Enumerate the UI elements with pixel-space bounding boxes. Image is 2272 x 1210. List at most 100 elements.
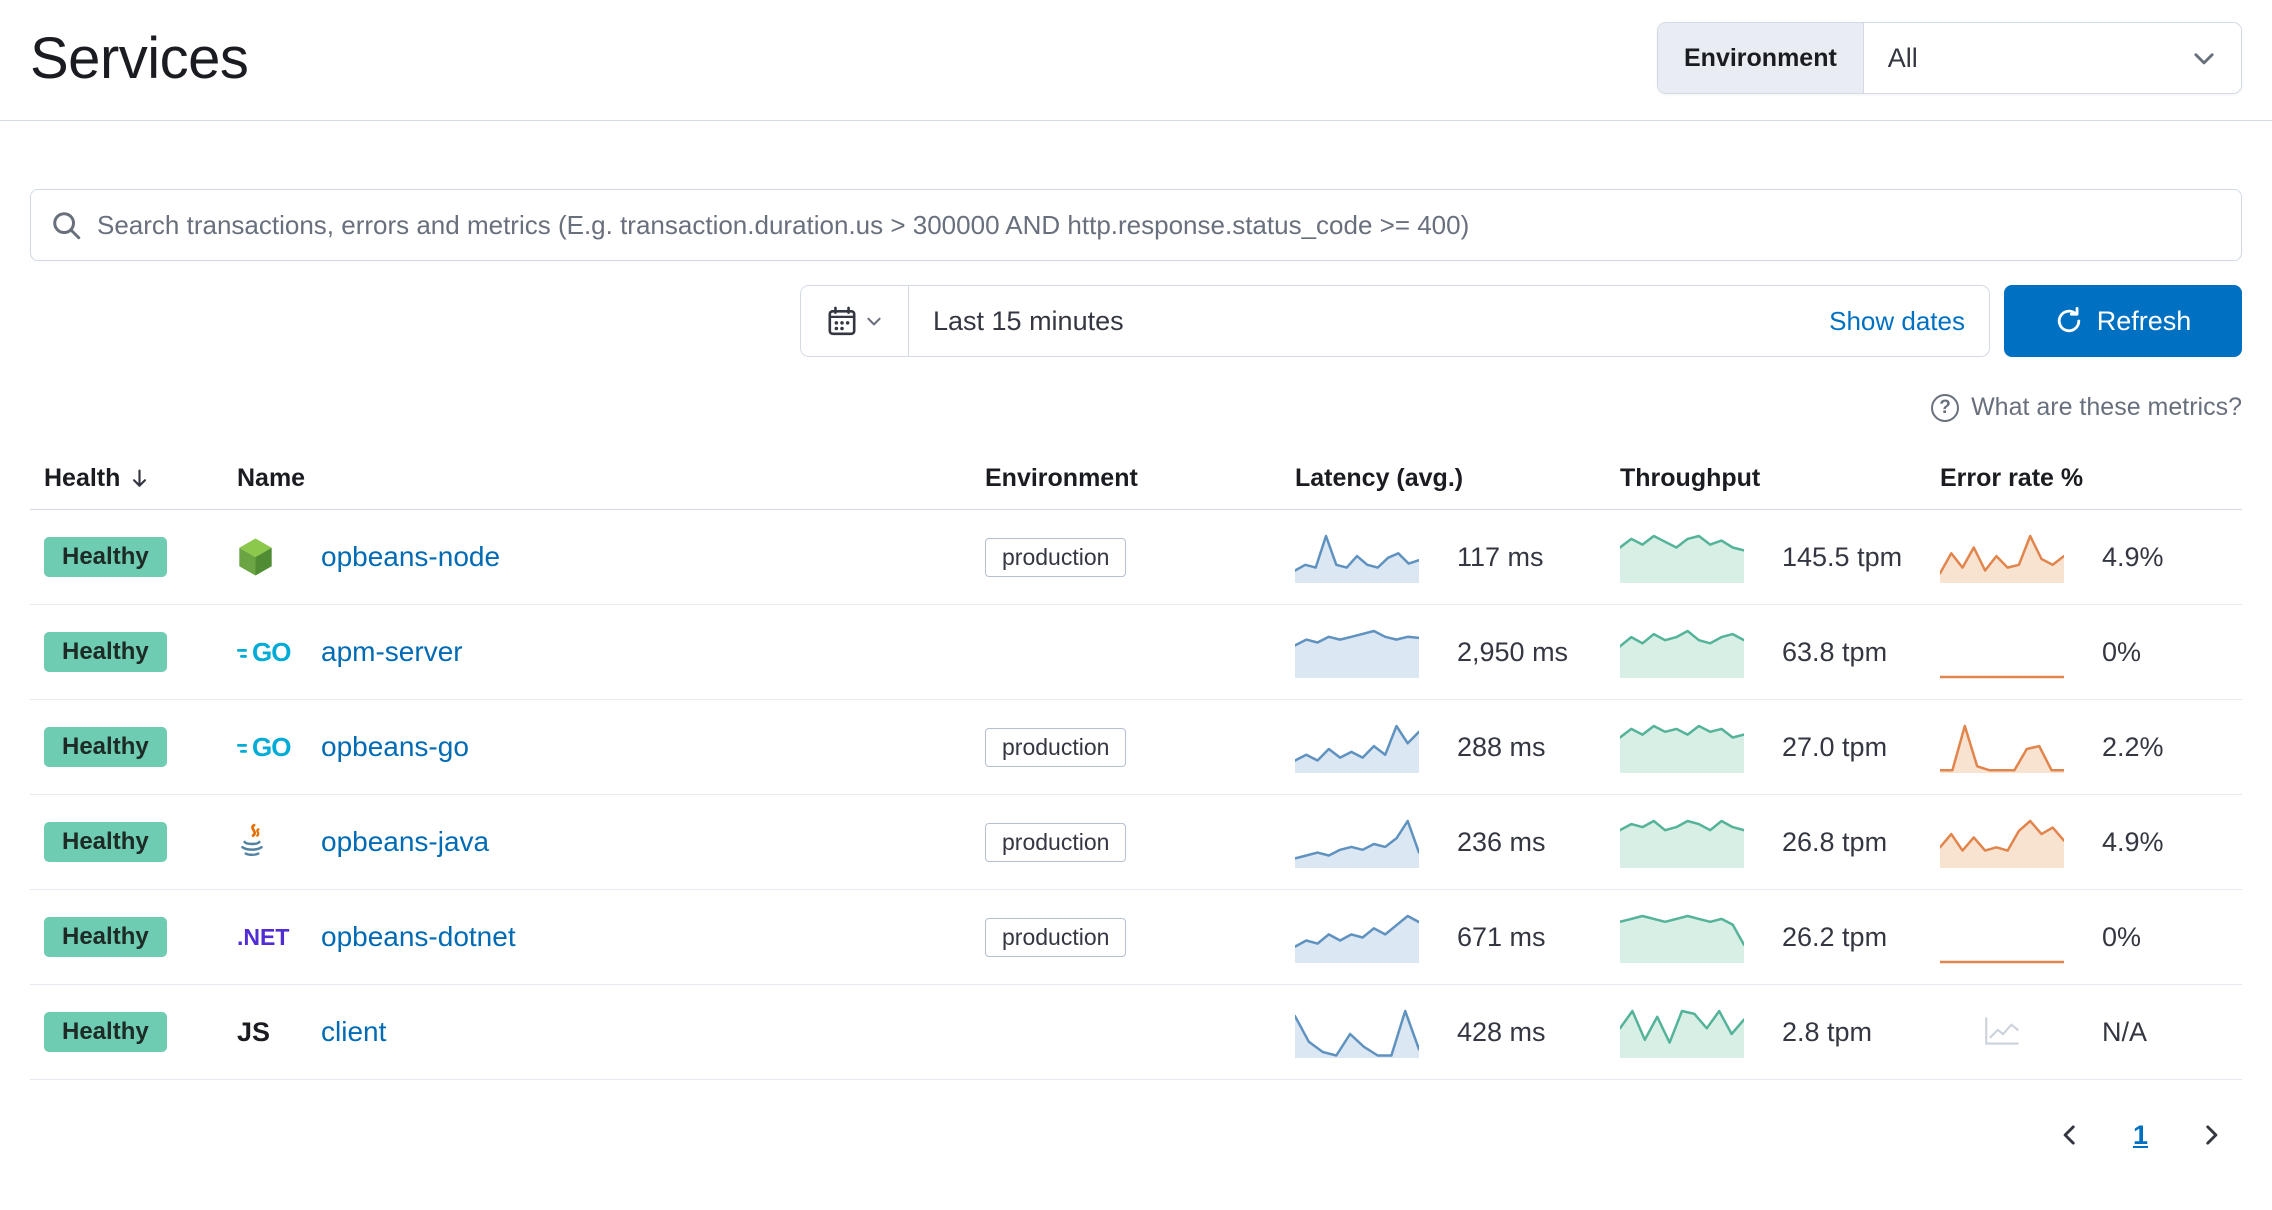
search-icon [51,210,81,240]
health-badge: Healthy [44,822,167,862]
refresh-icon [2055,307,2083,335]
column-header-health-label: Health [44,464,121,492]
service-link[interactable]: opbeans-go [321,731,469,762]
health-badge: Healthy [44,917,167,957]
latency-value: 288 ms [1457,731,1546,762]
environment-badge: production [985,537,1127,577]
throughput-sparkline [1620,1005,1744,1059]
table-row: Healthy JS client 428 ms 2.8 tpm N/A [30,985,2242,1080]
chevron-down-icon [865,312,883,330]
table-row: Healthy GO apm-server 2,950 ms 63.8 tpm … [30,605,2242,700]
chevron-down-icon [2191,45,2217,71]
throughput-value: 145.5 tpm [1782,541,1903,572]
error-rate-sparkline [1940,1005,2064,1059]
error-rate-value: 4.9% [2102,541,2164,572]
throughput-value: 2.8 tpm [1782,1016,1873,1047]
search-input[interactable] [97,209,2221,241]
sort-descending-icon [128,467,151,490]
show-dates-link[interactable]: Show dates [1829,305,1965,336]
previous-page-button[interactable] [2053,1118,2087,1152]
latency-sparkline [1295,530,1419,584]
throughput-value: 63.8 tpm [1782,636,1888,667]
services-table-body: Healthy opbeans-node production 117 ms 1… [30,510,2242,1080]
js-icon: JS [237,1016,271,1047]
error-rate-value: N/A [2102,1016,2148,1047]
error-rate-value: 0% [2102,921,2142,952]
page-header: Services Environment All [0,0,2272,120]
search-bar [30,189,2242,261]
environment-filter-value: All [1887,42,1918,73]
latency-sparkline [1295,1005,1419,1059]
environment-filter: Environment All [1657,22,2242,94]
throughput-value: 26.2 tpm [1782,921,1888,952]
environment-badge: production [985,727,1127,767]
refresh-label: Refresh [2096,305,2192,336]
go-icon: GO [237,732,303,763]
refresh-button[interactable]: Refresh [2004,285,2242,357]
time-range[interactable]: Last 15 minutes Show dates [909,286,1989,356]
time-range-value: Last 15 minutes [933,305,1124,336]
metrics-help-row: ? What are these metrics? [0,357,2272,422]
column-header-error-rate[interactable]: Error rate % [1940,464,2084,492]
service-link[interactable]: apm-server [321,636,463,667]
throughput-sparkline [1620,530,1744,584]
error-rate-value: 0% [2102,636,2142,667]
throughput-sparkline [1620,625,1744,679]
throughput-value: 27.0 tpm [1782,731,1888,762]
error-rate-sparkline [1940,530,2064,584]
latency-value: 236 ms [1457,826,1546,857]
throughput-sparkline [1620,910,1744,964]
environment-filter-label: Environment [1658,23,1864,93]
health-badge: Healthy [44,537,167,577]
latency-value: 428 ms [1457,1016,1546,1047]
error-rate-sparkline [1940,910,2064,964]
latency-value: 117 ms [1457,541,1544,572]
error-rate-sparkline [1940,625,2064,679]
error-rate-sparkline [1940,720,2064,774]
error-rate-value: 4.9% [2102,826,2164,857]
time-picker-row: Last 15 minutes Show dates Refresh [0,261,2272,357]
environment-badge: production [985,822,1127,862]
service-link[interactable]: opbeans-dotnet [321,921,516,952]
column-header-throughput[interactable]: Throughput [1620,464,1761,492]
go-icon: GO [237,637,303,668]
health-badge: Healthy [44,1012,167,1052]
page-title: Services [30,25,249,91]
health-badge: Healthy [44,632,167,672]
latency-value: 671 ms [1457,921,1546,952]
table-row: Healthy opbeans-node production 117 ms 1… [30,510,2242,605]
service-link[interactable]: client [321,1016,387,1047]
throughput-sparkline [1620,720,1744,774]
next-page-button[interactable] [2194,1118,2228,1152]
error-rate-sparkline [1940,815,2064,869]
date-picker-button[interactable] [801,286,909,356]
service-link[interactable]: opbeans-java [321,826,490,857]
table-row: Healthy .NET opbeans-dotnet production 6… [30,890,2242,985]
services-table: Health Name Environment Latency (avg.) T… [0,448,2272,1080]
metrics-help-link[interactable]: What are these metrics? [1971,393,2242,421]
throughput-sparkline [1620,815,1744,869]
pagination: 1 [0,1080,2272,1152]
java-icon [237,822,303,862]
throughput-value: 26.8 tpm [1782,826,1888,857]
environment-badge: production [985,917,1127,957]
node-icon [237,537,303,577]
header-divider [0,120,2272,121]
table-row: Healthy opbeans-java production 236 ms 2… [30,795,2242,890]
latency-sparkline [1295,910,1419,964]
table-header-row: Health Name Environment Latency (avg.) T… [30,448,2242,510]
table-row: Healthy GO opbeans-go production 288 ms … [30,700,2242,795]
environment-filter-select[interactable]: All [1863,23,2241,93]
health-badge: Healthy [44,727,167,767]
column-header-name[interactable]: Name [237,464,306,492]
service-link[interactable]: opbeans-node [321,541,501,572]
error-rate-value: 2.2% [2102,731,2164,762]
latency-sparkline [1295,815,1419,869]
super-date-picker: Last 15 minutes Show dates [800,285,1990,357]
column-header-environment[interactable]: Environment [985,464,1138,492]
column-header-latency[interactable]: Latency (avg.) [1295,464,1464,492]
column-header-health[interactable]: Health [30,464,225,493]
latency-value: 2,950 ms [1457,636,1569,667]
page-number-1[interactable]: 1 [2132,1119,2148,1150]
